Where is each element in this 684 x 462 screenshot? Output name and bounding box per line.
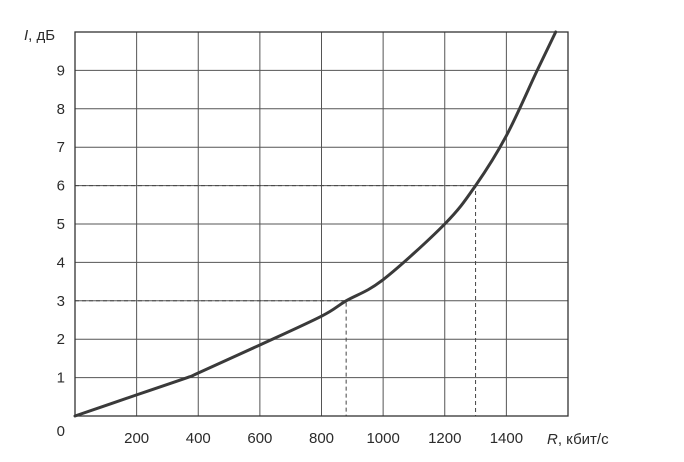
x-tick-label: 1000 [366,430,399,447]
x-tick-label: 1200 [428,430,461,447]
y-tick-label: 4 [57,254,65,271]
y-axis-unit: , дБ [28,27,55,44]
x-tick-label: 600 [247,430,272,447]
x-axis-variable: R [547,431,558,448]
y-tick-label: 7 [57,139,65,156]
plot-frame [74,31,569,417]
x-tick-label: 200 [124,430,149,447]
x-tick-label: 400 [186,430,211,447]
y-tick-label: 8 [57,101,65,118]
y-tick-label: 2 [57,331,65,348]
x-axis-unit: , кбит/с [558,431,609,448]
series-layer [73,30,558,418]
x-tick-label: 1400 [490,430,523,447]
guide-line-1 [75,300,347,416]
y-tick-label: 5 [57,216,65,233]
tick-labels: 200 400 600 800 1000 1200 1400 1 2 3 4 5 6 7 8 9 [57,62,523,447]
grid [75,32,568,416]
x-tick-label: 800 [309,430,334,447]
y-tick-label: 1 [57,370,65,387]
x-axis-title: R, кбит/с [547,431,609,448]
origin-label: 0 [57,423,65,440]
y-axis-variable: I [24,27,28,44]
series-line-1 [73,30,558,418]
y-tick-label: 9 [57,62,65,79]
y-tick-label: 6 [57,178,65,195]
y-tick-label: 3 [57,293,65,310]
y-axis-title: I, дБ [24,27,55,44]
